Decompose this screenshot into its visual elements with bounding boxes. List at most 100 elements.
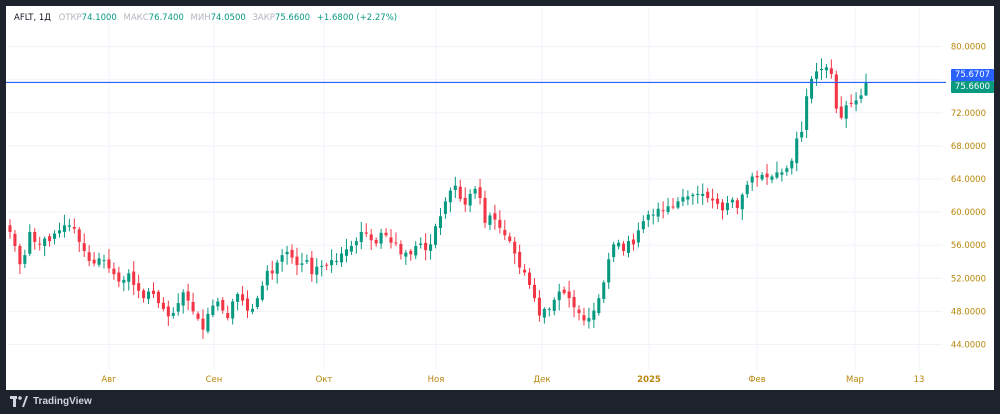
candle-body [463, 197, 467, 205]
open-value: 74.1000 [81, 13, 117, 23]
y-tick-label: 44.0000 [951, 341, 986, 351]
candle-body [127, 273, 131, 282]
candle-body [335, 260, 339, 262]
candle-body [23, 255, 27, 264]
x-tick-label: Мар [846, 375, 864, 385]
candle-body [166, 306, 170, 317]
candle-body [424, 242, 428, 251]
candlestick-chart[interactable]: 44.0000 48.0000 52.0000 56.0000 60.0000 64.00… [6, 6, 994, 390]
candle-body [661, 210, 665, 212]
candle-body [716, 198, 720, 204]
candle-body [814, 71, 819, 79]
x-tick-label: Дек [533, 375, 550, 385]
candle-body [735, 200, 739, 208]
candle-body [686, 196, 690, 200]
x-tick-label: Сен [206, 375, 223, 385]
candle-body [829, 68, 833, 74]
candle-body [557, 291, 561, 301]
candle-body [419, 243, 423, 245]
candle-body [339, 253, 344, 263]
candle-body [473, 188, 477, 194]
tradingview-logo[interactable]: TradingView [10, 396, 92, 407]
candle-body [122, 279, 126, 283]
candle-body [18, 245, 22, 265]
candle-body [330, 260, 334, 266]
candle-body [241, 294, 245, 301]
candle-body [369, 234, 373, 241]
candle-body [414, 246, 418, 256]
x-tick-label: Ноя [428, 375, 445, 385]
candle-body [483, 197, 487, 223]
tradingview-brand: TradingView [33, 396, 92, 407]
candle-body [52, 233, 57, 239]
candle-body [671, 206, 675, 208]
candle-body [864, 82, 868, 96]
y-tick-label: 64.0000 [951, 175, 986, 185]
candle-body [161, 302, 165, 309]
candle-body [478, 187, 482, 199]
x-tick-label: Окт [316, 375, 333, 385]
low-value: 74.0500 [210, 13, 246, 23]
open-label: ОТКР [58, 13, 82, 23]
candle-body [404, 252, 408, 257]
candle-body [523, 269, 527, 273]
candle-body [602, 282, 606, 300]
candle-body [552, 299, 556, 311]
candle-body [834, 74, 838, 109]
candle-body [290, 249, 294, 258]
candle-body [626, 241, 631, 253]
candles [8, 58, 868, 339]
x-tick-label: 13 [914, 375, 925, 385]
y-tick-label: 80.0000 [951, 43, 986, 53]
candle-body [819, 68, 824, 71]
candle-body [186, 291, 190, 301]
x-tick-label: Фев [748, 375, 766, 385]
candle-body [374, 239, 378, 244]
candle-body [275, 262, 279, 274]
candle-body [785, 168, 789, 172]
candle-body [800, 131, 804, 138]
candle-body [844, 105, 848, 119]
candle-body [582, 315, 586, 321]
candle-body [280, 255, 284, 262]
candle-body [488, 215, 492, 225]
footer: TradingView [0, 390, 1000, 414]
candle-body [201, 318, 205, 330]
candle-body [750, 176, 754, 183]
candle-body [102, 260, 106, 262]
candle-body [438, 216, 443, 228]
candle-body [97, 258, 101, 265]
candle-body [592, 310, 596, 320]
x-axis[interactable]: Авг Сен Окт Ноя Дек 2025 Фев Мар 13 [101, 375, 924, 385]
candle-body [587, 318, 591, 322]
candle-body [285, 251, 289, 255]
high-label: МАКС [123, 13, 149, 23]
candle-body [206, 313, 210, 332]
candle-body [691, 194, 695, 197]
ohlc-legend: AFLT, 1Д ОТКР74.1000 МАКС76.7400 МИН74.0… [14, 13, 397, 23]
candle-body [359, 231, 363, 243]
candle-body [790, 160, 794, 169]
change-value: +1.6800 (+2.27%) [316, 13, 398, 23]
candle-body [245, 298, 250, 311]
candle-body [196, 313, 200, 319]
candle-body [542, 308, 546, 318]
candle-body [651, 214, 655, 216]
chart-frame[interactable]: 44.0000 48.0000 52.0000 56.0000 60.0000 64.00… [6, 6, 994, 390]
candle-body [28, 231, 32, 254]
candle-body [226, 313, 230, 319]
candle-body [151, 290, 156, 295]
candle-body [171, 313, 175, 316]
candle-body [448, 190, 452, 203]
candle-body [622, 243, 626, 251]
candle-body [839, 106, 843, 118]
candle-body [433, 226, 438, 245]
candle-body [775, 172, 779, 178]
candle-body [745, 184, 749, 195]
grid [8, 8, 942, 370]
candle-body [740, 194, 744, 210]
candle-body [547, 308, 551, 310]
candle-body [191, 301, 195, 312]
candle-body [255, 298, 259, 308]
candle-body [92, 259, 96, 264]
